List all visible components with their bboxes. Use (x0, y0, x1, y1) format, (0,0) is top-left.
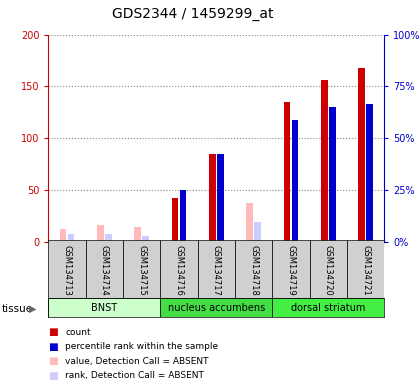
Bar (134, 227, 141, 242)
Bar (48, 298, 160, 317)
Bar (97, 225, 104, 242)
Text: GSM134716: GSM134716 (174, 245, 184, 296)
Text: GSM134721: GSM134721 (361, 245, 370, 296)
Text: GSM134719: GSM134719 (286, 245, 295, 296)
Text: GSM134718: GSM134718 (249, 245, 258, 296)
Text: ■: ■ (48, 371, 58, 381)
Bar (329, 107, 336, 242)
Bar (347, 240, 384, 300)
Bar (272, 240, 310, 300)
Text: GSM134714: GSM134714 (100, 245, 109, 296)
Text: GSM134713: GSM134713 (63, 245, 71, 296)
Bar (48, 240, 86, 300)
Text: percentile rank within the sample: percentile rank within the sample (65, 342, 218, 351)
Bar (246, 202, 253, 242)
Bar (142, 236, 149, 242)
Bar (160, 298, 272, 317)
Text: GDS2344 / 1459299_at: GDS2344 / 1459299_at (113, 7, 274, 21)
Text: count: count (65, 328, 91, 337)
Bar (198, 240, 235, 300)
Text: rank, Detection Call = ABSENT: rank, Detection Call = ABSENT (65, 371, 204, 381)
Bar (310, 240, 347, 300)
Text: ■: ■ (48, 356, 58, 366)
Bar (60, 230, 66, 242)
Bar (209, 154, 215, 242)
Text: value, Detection Call = ABSENT: value, Detection Call = ABSENT (65, 357, 209, 366)
Text: ▶: ▶ (29, 304, 36, 314)
Bar (366, 104, 373, 242)
Bar (284, 102, 290, 242)
Text: GSM134720: GSM134720 (324, 245, 333, 296)
Text: ■: ■ (48, 327, 58, 337)
Text: BNST: BNST (91, 303, 117, 313)
Text: tissue: tissue (2, 304, 33, 314)
Bar (321, 80, 328, 242)
Bar (217, 154, 224, 242)
Bar (235, 240, 272, 300)
Bar (358, 68, 365, 242)
Bar (255, 222, 261, 242)
Text: dorsal striatum: dorsal striatum (291, 303, 365, 313)
Bar (105, 233, 112, 242)
Text: ■: ■ (48, 342, 58, 352)
Bar (180, 190, 186, 242)
Bar (160, 240, 198, 300)
Bar (292, 119, 299, 242)
Bar (123, 240, 160, 300)
Bar (68, 233, 74, 242)
Bar (171, 199, 178, 242)
Text: GSM134717: GSM134717 (212, 245, 221, 296)
Text: nucleus accumbens: nucleus accumbens (168, 303, 265, 313)
Text: GSM134715: GSM134715 (137, 245, 146, 296)
Bar (86, 240, 123, 300)
Bar (272, 298, 384, 317)
